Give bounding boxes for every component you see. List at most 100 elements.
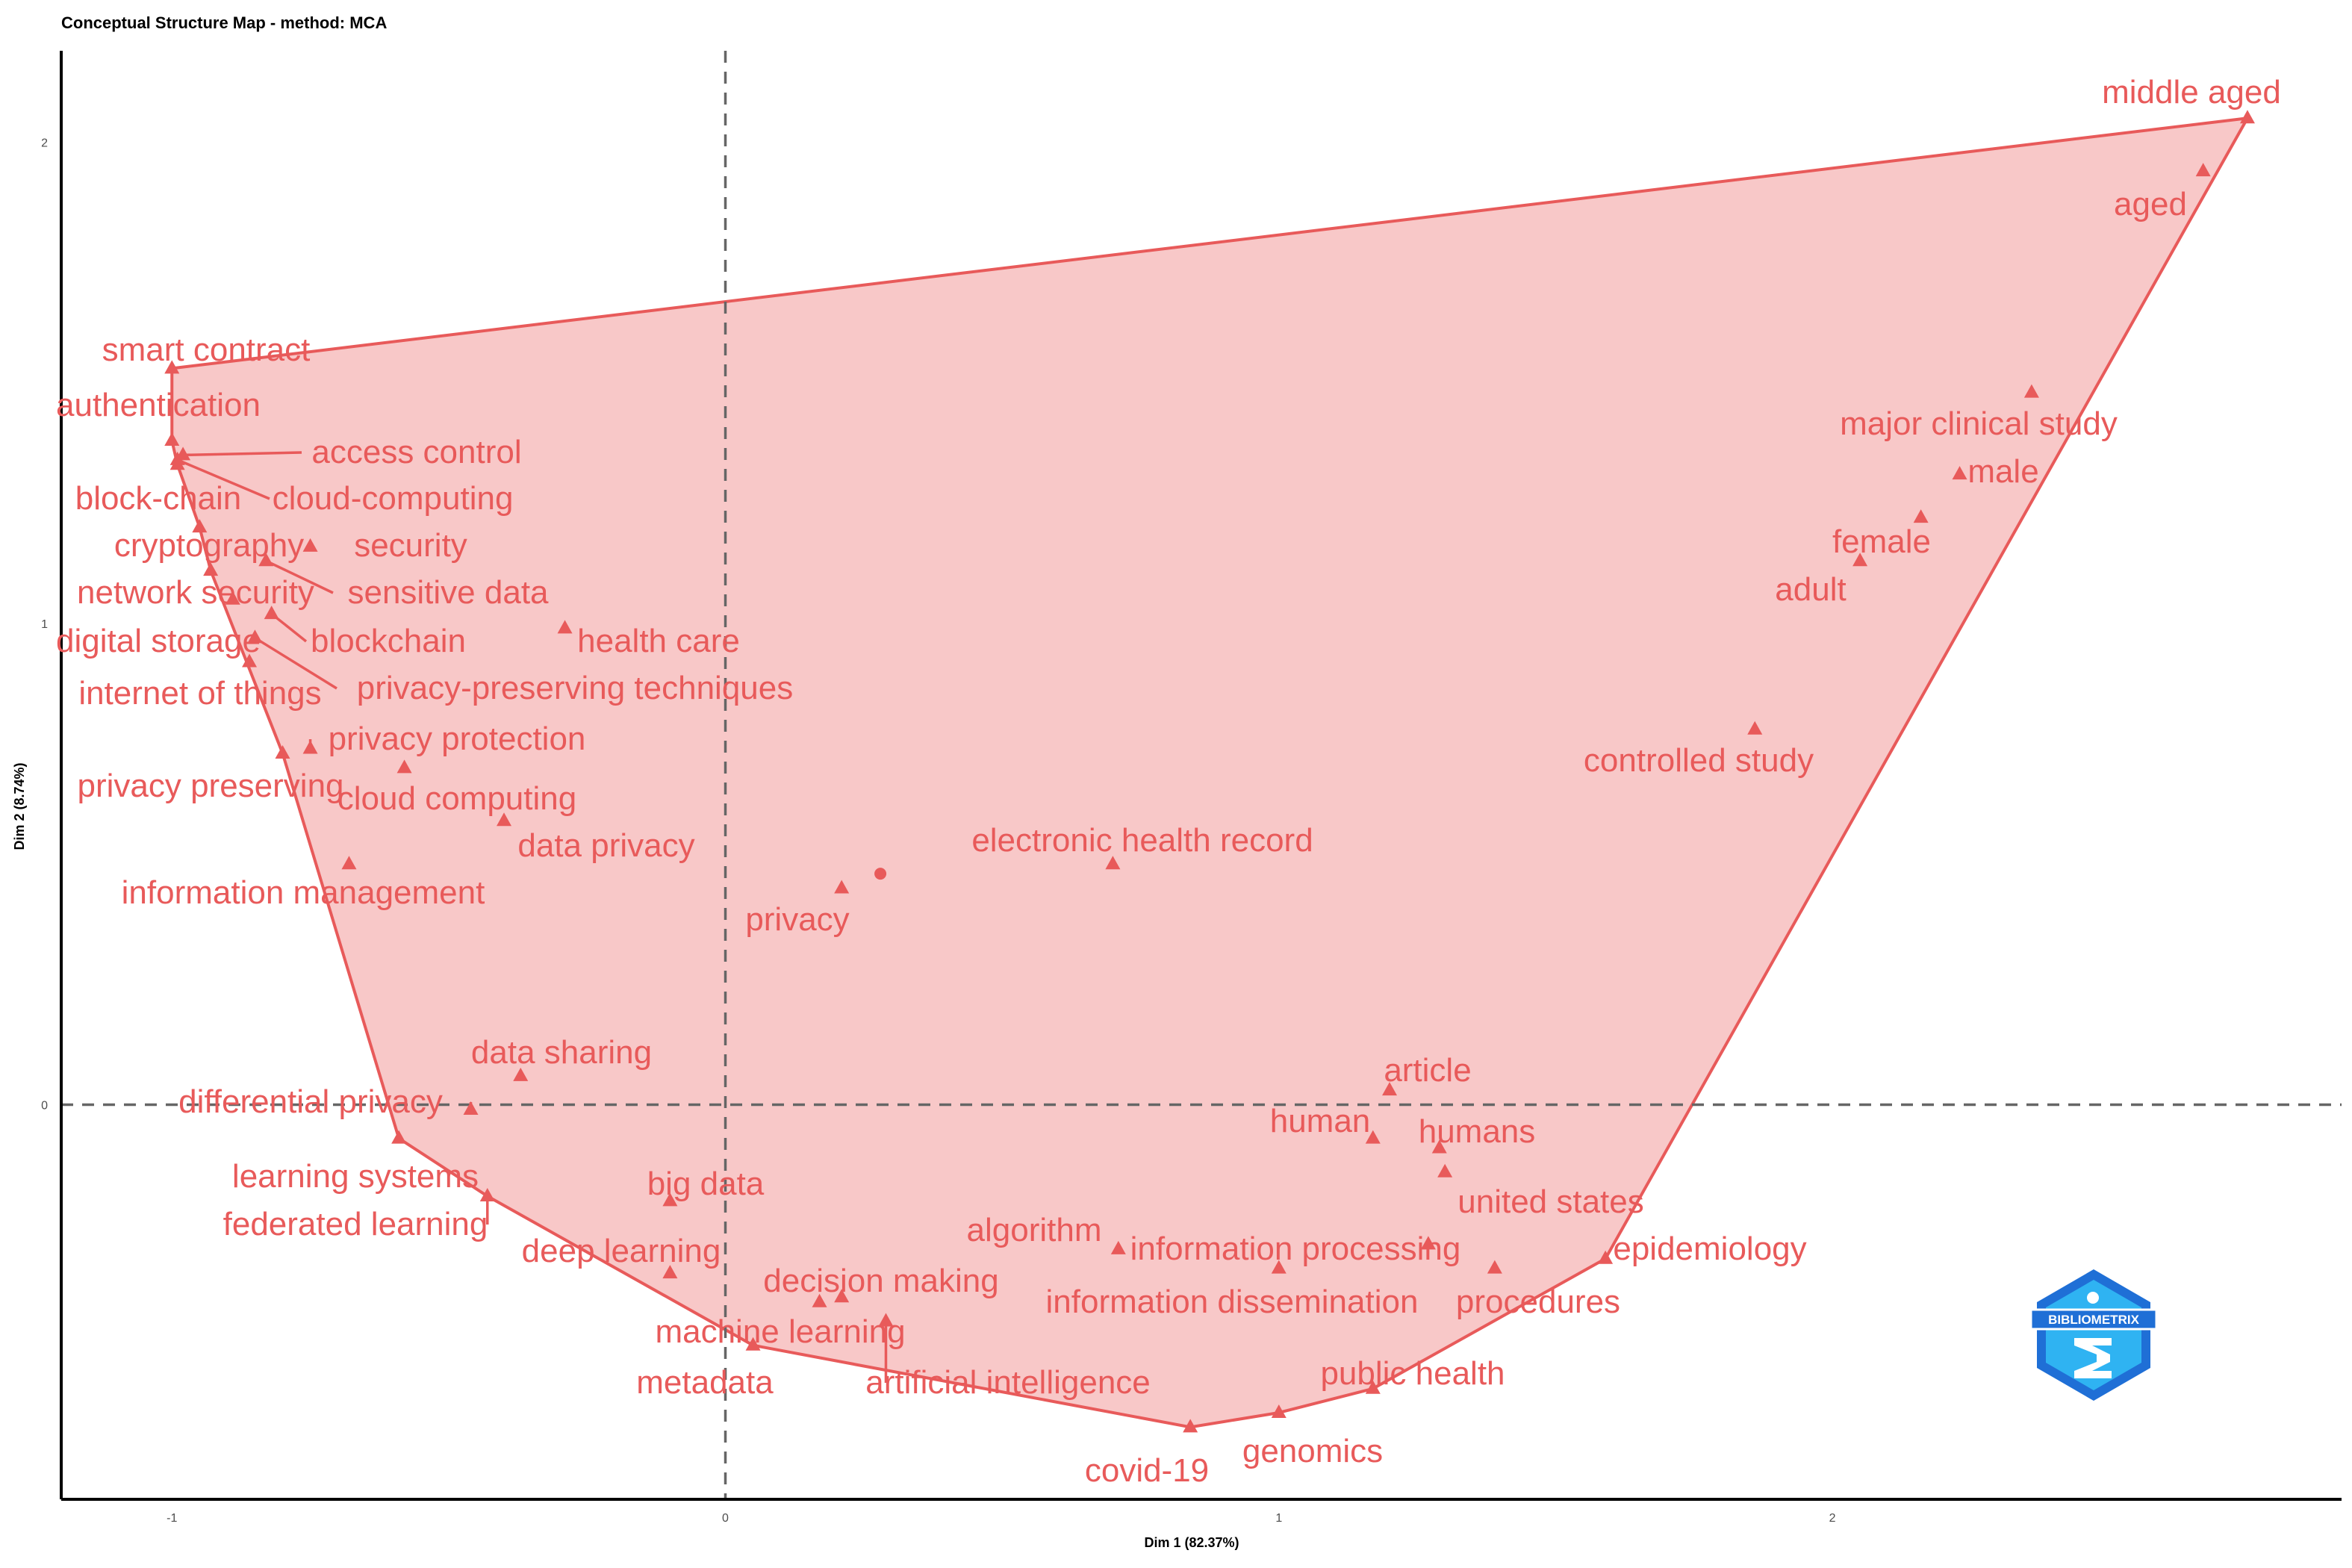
point-female xyxy=(1913,509,1929,523)
label-public-health: public health xyxy=(1320,1355,1505,1392)
label-male: male xyxy=(1967,453,2038,490)
point-genomics xyxy=(1271,1404,1287,1418)
reference-lines xyxy=(61,51,2342,1499)
point-artificial-intelligence xyxy=(878,1313,894,1327)
label-cryptography: cryptography xyxy=(114,527,304,564)
point-information-management xyxy=(341,856,357,870)
x-tick-label: 2 xyxy=(1829,1512,1836,1525)
point-security xyxy=(302,538,318,552)
label-authentication: authentication xyxy=(56,387,261,423)
point-human xyxy=(1365,1130,1381,1144)
point-major-clinical-study xyxy=(2023,384,2039,398)
label-sensitive-data: sensitive data xyxy=(347,574,549,611)
label-middle-aged: middle aged xyxy=(2102,74,2281,111)
x-tick-label: 0 xyxy=(722,1512,729,1525)
label-federated-learning: federated learning xyxy=(223,1206,488,1242)
point-federated-learning xyxy=(479,1187,495,1201)
label-machine-learning: machine learning xyxy=(655,1313,905,1350)
label-information-processing: information processing xyxy=(1130,1231,1461,1267)
point-big-data xyxy=(662,1192,678,1207)
label-female: female xyxy=(1832,523,1931,560)
point-data-privacy xyxy=(497,812,512,827)
point-adult xyxy=(1852,553,1868,567)
point-cryptography xyxy=(192,519,208,533)
point-deep-learning xyxy=(662,1265,678,1279)
label-block-chain: block-chain xyxy=(75,480,242,517)
point-humans xyxy=(1431,1139,1447,1154)
label-access-control: access control xyxy=(311,434,521,470)
leader-sensitive-data xyxy=(265,559,334,594)
logo-hexagon-inner xyxy=(2046,1280,2141,1390)
point-aged xyxy=(2195,163,2211,177)
point-covid-19 xyxy=(1183,1419,1198,1433)
label-leader-lines xyxy=(176,451,1430,1383)
logo-banner xyxy=(2029,1308,2158,1331)
point-labels: middle aged aged smart contract authenticat… xyxy=(56,74,2281,1489)
leader-cloud-computing xyxy=(176,458,270,500)
label-big-data: big data xyxy=(647,1166,765,1202)
bibliometrix-logo: BIBLIOMETRIX xyxy=(2029,1269,2158,1401)
label-covid-19: covid-19 xyxy=(1085,1452,1209,1489)
label-privacy: privacy xyxy=(745,901,849,938)
label-genomics: genomics xyxy=(1242,1433,1383,1469)
label-aged: aged xyxy=(2114,186,2187,223)
logo-text: BIBLIOMETRIX xyxy=(2048,1313,2139,1327)
point-decision-making xyxy=(834,1289,850,1303)
label-epidemiology: epidemiology xyxy=(1613,1231,1806,1267)
point-privacy xyxy=(834,880,850,894)
point-digital-storage xyxy=(225,591,240,605)
leader-blockchain xyxy=(270,612,308,643)
point-united-states xyxy=(1437,1163,1453,1177)
label-data-privacy: data privacy xyxy=(517,827,694,864)
point-epidemiology xyxy=(1598,1250,1614,1264)
point-cloud-computing xyxy=(396,759,412,774)
point-algorithm xyxy=(1110,1240,1126,1254)
label-learning-systems: learning systems xyxy=(232,1158,479,1195)
point-information-processing xyxy=(1420,1236,1436,1250)
point-internet-of-things xyxy=(242,653,258,668)
label-algorithm: algorithm xyxy=(967,1212,1102,1248)
x-tick-label: 1 xyxy=(1275,1512,1282,1525)
y-axis-title: Dim 2 (8.74%) xyxy=(12,762,27,850)
point-learning-systems xyxy=(391,1130,407,1144)
logo-dot xyxy=(2087,1292,2099,1304)
label-deep-learning: deep learning xyxy=(522,1233,721,1269)
label-humans: humans xyxy=(1419,1113,1536,1150)
label-blockchain: blockchain xyxy=(311,623,466,659)
label-privacy-preserving: privacy preserving xyxy=(77,768,343,804)
label-metadata: metadata xyxy=(636,1364,774,1401)
point-controlled-study xyxy=(1747,721,1763,735)
label-health-care: health care xyxy=(577,623,740,659)
centroid-point xyxy=(874,868,887,880)
label-information-dissemination: information dissemination xyxy=(1046,1284,1419,1320)
label-privacy-protection: privacy protection xyxy=(329,721,586,757)
label-digital-storage: digital storage xyxy=(56,623,261,659)
label-smart-contract: smart contract xyxy=(102,332,311,368)
y-tick-label: 2 xyxy=(41,137,48,149)
axes: -1 0 1 2 0 1 2 xyxy=(41,51,2342,1525)
label-data-sharing: data sharing xyxy=(471,1034,652,1071)
label-cloud-computing: cloud-computing xyxy=(273,480,514,517)
label-procedures: procedures xyxy=(1456,1284,1620,1320)
label-security: security xyxy=(354,527,467,564)
point-male xyxy=(1952,466,1967,480)
point-information-dissemination xyxy=(1271,1260,1287,1274)
label-united-states: united states xyxy=(1457,1183,1644,1220)
label-privacy-preserving-techniques: privacy-preserving techniques xyxy=(357,670,794,706)
label-human: human xyxy=(1270,1103,1371,1139)
point-machine-learning xyxy=(812,1293,827,1307)
label-internet-of-things: internet of things xyxy=(78,675,321,712)
point-health-care xyxy=(557,620,573,634)
x-axis-title: Dim 1 (82.37%) xyxy=(1144,1535,1239,1550)
label-network-security: network security xyxy=(77,574,314,611)
label-differential-privacy: differential privacy xyxy=(178,1083,443,1120)
label-adult: adult xyxy=(1775,571,1846,608)
label-cloud-computing: cloud computing xyxy=(337,780,576,817)
leader-access-control xyxy=(183,451,302,457)
point-middle-aged xyxy=(2239,110,2255,124)
label-artificial-intelligence: artificial intelligence xyxy=(865,1364,1151,1401)
point-privacy-preserving xyxy=(275,744,290,759)
point-data-sharing xyxy=(513,1067,529,1081)
label-controlled-study: controlled study xyxy=(1584,742,1814,779)
logo-emblem xyxy=(2074,1338,2112,1378)
